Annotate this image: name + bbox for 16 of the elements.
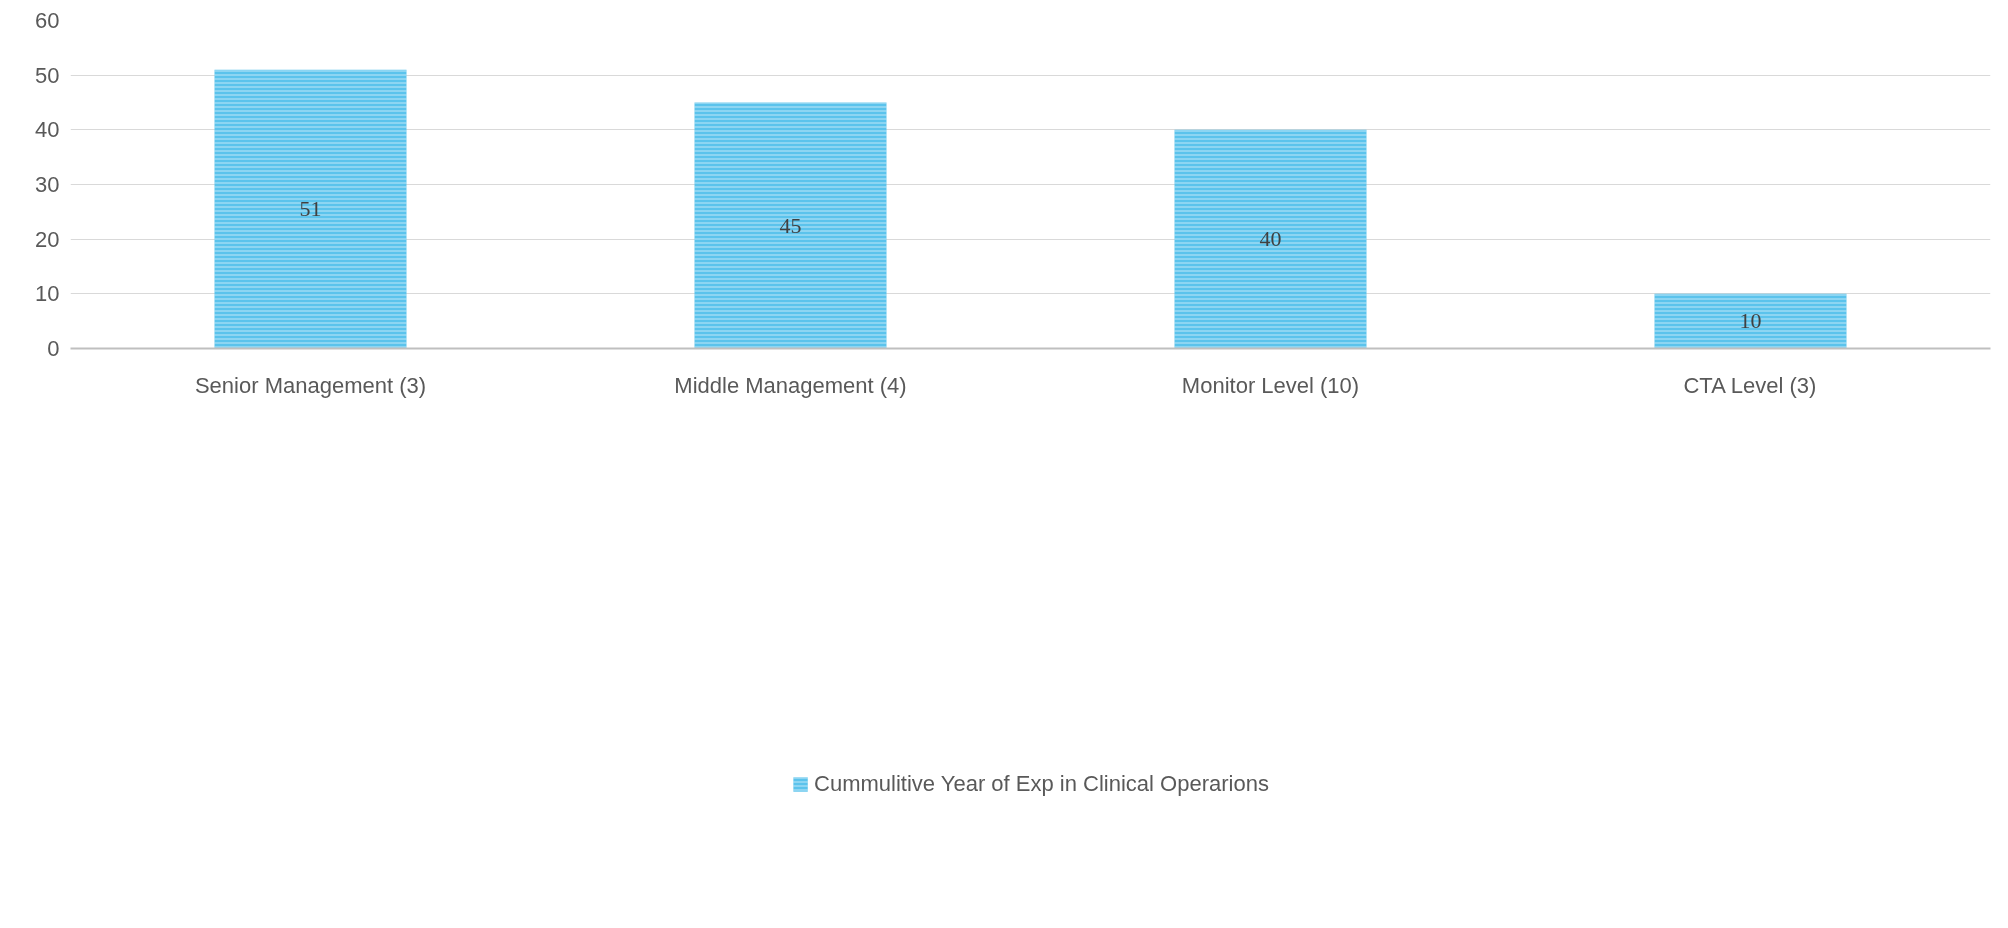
- y-tick-label: 40: [35, 117, 60, 143]
- y-tick-label: 10: [35, 281, 60, 307]
- data-label: 10: [1739, 308, 1762, 334]
- x-tick-label: Middle Management (4): [674, 372, 907, 398]
- data-label: 51: [299, 196, 322, 222]
- x-tick-label: CTA Level (3): [1683, 372, 1817, 398]
- y-tick-label: 30: [35, 172, 60, 197]
- y-tick-label: 60: [35, 8, 60, 33]
- y-tick-label: 20: [35, 226, 60, 252]
- x-tick-label: Monitor Level (10): [1181, 372, 1360, 398]
- data-label: 40: [1259, 226, 1282, 252]
- y-tick-label: 50: [35, 62, 60, 88]
- data-label: 45: [779, 212, 802, 238]
- legend-label: Cummulitive Year of Exp in Clinical Operarions: [814, 770, 1269, 797]
- x-tick-label: Senior Management (3): [194, 372, 427, 398]
- y-tick-label: 0: [47, 336, 60, 361]
